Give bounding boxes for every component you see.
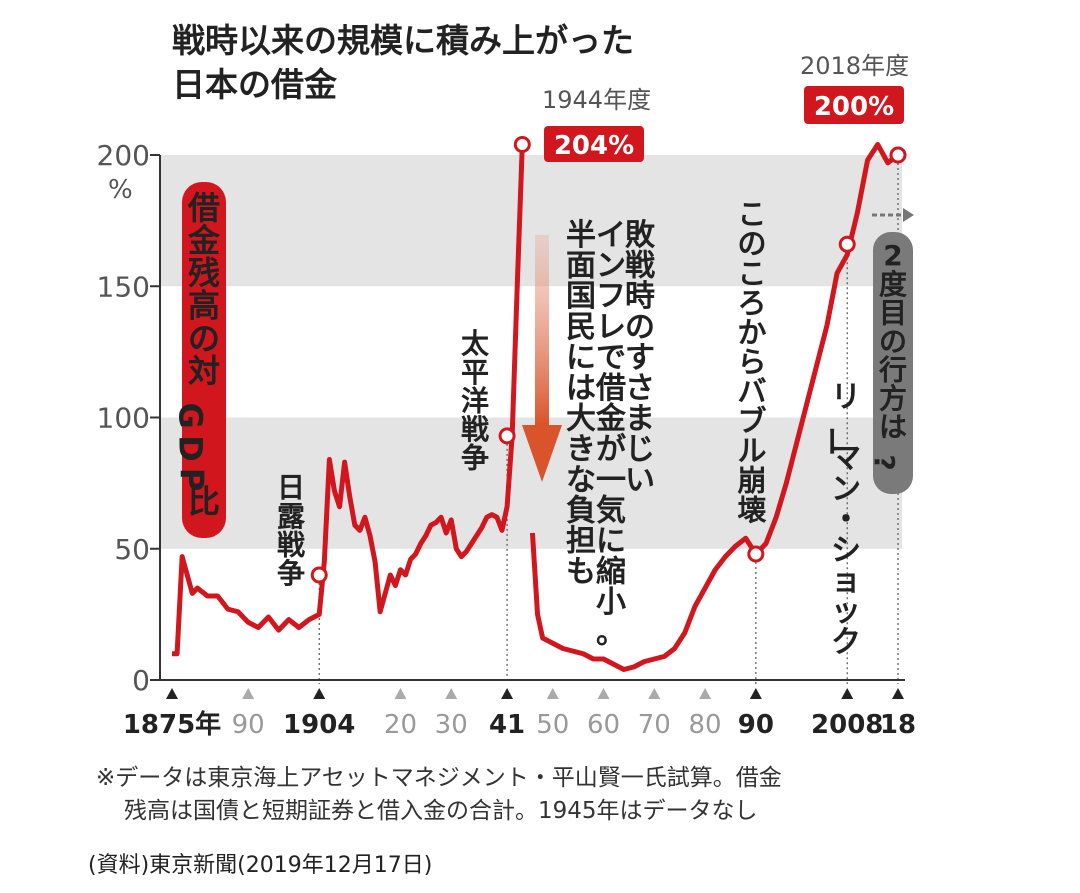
point-1904 — [310, 566, 328, 584]
x-tick-label-1875: 1875年 — [123, 709, 221, 740]
annotation-bubble-collapse: このころからバブル崩壊 — [737, 197, 766, 527]
annotation-future: 2 度目の行方は? — [868, 239, 907, 471]
annotation-postwar-note-2: インフレで借金が一気に縮小。 — [595, 218, 627, 651]
y-axis-ticks: 200 150 100 50 0 — [97, 139, 160, 697]
plot-bands — [160, 155, 902, 549]
point-2018 — [889, 146, 907, 164]
x-tick-mark-1960 — [597, 688, 610, 699]
x-tick-label-1970: 70 — [638, 710, 671, 740]
point-1944 — [513, 136, 531, 153]
y-tick-label-200: 200 — [97, 139, 150, 172]
peak-2018-value: 200% — [814, 92, 894, 122]
future-arrow-head — [903, 208, 914, 222]
x-tick-mark-1970 — [648, 688, 661, 699]
chart-title-line2: 日本の借金 — [172, 65, 338, 104]
y-tick-label-100: 100 — [97, 402, 150, 435]
peak-2018-badge — [804, 86, 904, 124]
y-axis-label: 借金残高の対 G D P 比 — [172, 189, 221, 521]
peak-2018-year: 2018年度 — [800, 52, 909, 80]
x-tick-label-2018: 18 — [880, 710, 916, 740]
x-tick-label-1990: 90 — [738, 710, 774, 740]
x-tick-mark-1904 — [313, 688, 326, 699]
y-tick-label-0: 0 — [132, 664, 150, 697]
shrink-arrow-head — [522, 425, 562, 482]
footnote-line1: ※データは東京海上アセットマネジメント・平山賢一氏試算。借金 — [96, 765, 782, 791]
x-tick-label-1980: 80 — [689, 710, 722, 740]
y-tick-label-50: 50 — [114, 533, 150, 566]
annotation-russo-japanese-war: 日露戦争 — [277, 471, 306, 590]
y-tick-label-150: 150 — [97, 270, 150, 303]
x-tick-mark-1950 — [546, 688, 559, 699]
x-tick-mark-1890 — [242, 688, 255, 699]
x-tick-label-1960: 60 — [587, 710, 620, 740]
x-tick-label-1950: 50 — [536, 710, 569, 740]
x-tick-mark-2008 — [841, 688, 854, 699]
annotation-pacific-war: 太平洋戦争 — [461, 327, 490, 474]
x-tick-label-1890: 90 — [232, 710, 265, 740]
x-tick-label-1941: 41 — [489, 710, 525, 740]
x-tick-mark-1941 — [501, 688, 514, 699]
band-150-200 — [160, 155, 902, 287]
future-badge — [873, 232, 913, 494]
point-1941 — [498, 427, 516, 445]
annotation-lehman-shock: リーマン・ショック — [813, 380, 862, 660]
x-tick-mark-1990 — [749, 688, 762, 699]
shrink-arrow-shaft — [535, 235, 549, 425]
peak-1944-year: 1944年度 — [542, 86, 651, 114]
annotation-postwar-note-1: 敗戦時のすさまじい — [625, 218, 656, 498]
x-tick-mark-1930 — [445, 688, 458, 699]
x-tick-mark-2018 — [892, 688, 904, 699]
y-unit-label: % — [108, 175, 133, 205]
highlight-points — [310, 136, 907, 584]
series-line-prewar — [172, 144, 525, 657]
x-tick-mark-1920 — [394, 688, 407, 699]
series-line-postwar — [529, 142, 900, 672]
point-2008 — [838, 235, 856, 253]
x-tick-mark-1875 — [166, 688, 178, 699]
peak-1944-badge — [544, 126, 644, 162]
ylabel-badge — [182, 182, 226, 538]
x-tick-mark-1980 — [699, 688, 712, 699]
x-tick-label-1920: 20 — [384, 710, 417, 740]
x-tick-label-1904: 1904 — [283, 710, 355, 740]
annotation-postwar-note-3: 半面国民には大きな負担も — [566, 218, 596, 590]
x-tick-label-1930: 30 — [435, 710, 468, 740]
peak-1944-value: 204% — [554, 131, 634, 161]
chart-title-line1: 戦時以来の規模に積み上がった — [172, 21, 634, 60]
footnote-line2: 残高は国債と短期証券と借入金の合計。1945年はデータなし — [124, 798, 758, 824]
source-credit: (資料)東京新聞(2019年12月17日) — [88, 853, 432, 878]
x-tick-label-2008: 2008 — [811, 710, 883, 740]
point-1990 — [747, 545, 765, 563]
